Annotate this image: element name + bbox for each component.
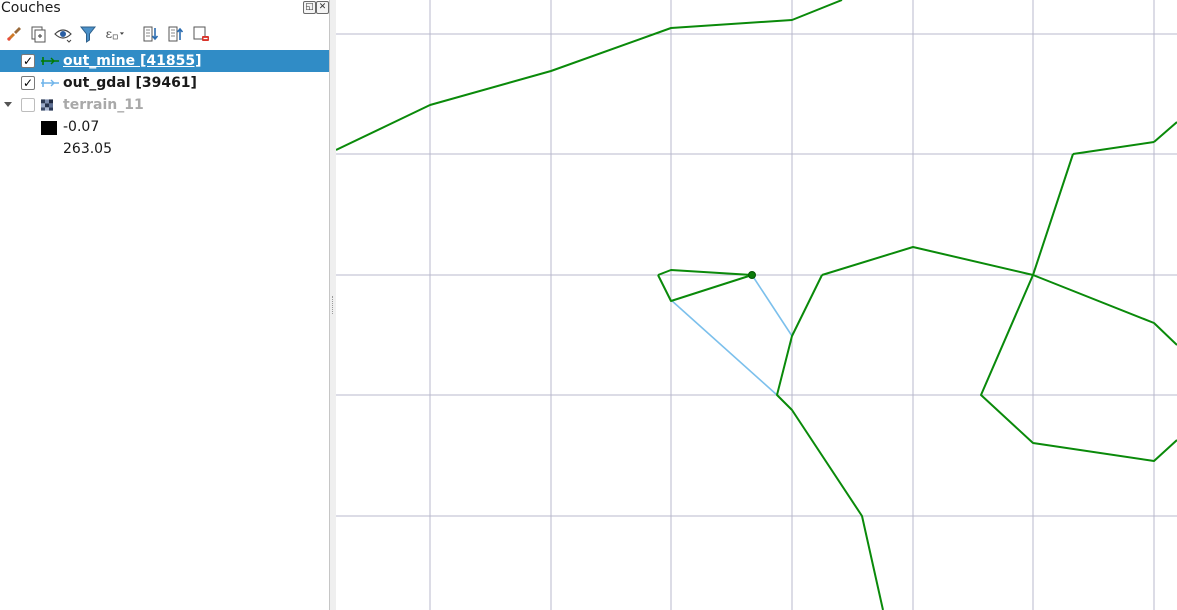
filter-legend-icon[interactable] <box>78 24 98 44</box>
map-canvas[interactable] <box>336 0 1177 610</box>
layer-row-out-mine[interactable]: ✓ out_mine [41855] <box>0 50 329 72</box>
mine-line <box>980 274 1177 462</box>
layer-row-out-gdal[interactable]: ✓ out_gdal [39461] <box>0 72 329 94</box>
mine-line <box>1072 141 1155 155</box>
legend-max-value: 263.05 <box>63 141 112 157</box>
gdal-line <box>670 299 778 396</box>
collapse-all-icon[interactable] <box>166 24 186 44</box>
layer-visibility-checkbox[interactable]: ✓ <box>21 54 35 68</box>
add-group-icon[interactable] <box>28 24 48 44</box>
layers-toolbar: ε <box>0 22 329 46</box>
selected-vertex[interactable] <box>748 271 756 279</box>
grid-lines <box>336 0 1177 610</box>
layers-panel: Couches ◱ ✕ ε <box>0 0 330 610</box>
layer-name: out_mine [41855] <box>63 53 202 69</box>
mine-line <box>1032 153 1074 276</box>
visibility-eye-icon[interactable] <box>53 24 73 44</box>
gdal-line <box>751 274 793 337</box>
layer-row-terrain[interactable]: terrain_11 <box>0 94 329 116</box>
panel-splitter[interactable] <box>330 0 336 610</box>
mine-line <box>1032 274 1177 346</box>
panel-title: Couches <box>1 0 61 16</box>
out-mine-features <box>336 0 1177 610</box>
remove-layer-icon[interactable] <box>191 24 211 44</box>
line-layer-icon <box>41 79 59 87</box>
legend-swatch <box>41 121 57 135</box>
raster-layer-icon <box>41 99 53 111</box>
svg-text:ε: ε <box>106 26 112 41</box>
legend-item-min: -0.07 <box>0 116 329 138</box>
expression-filter-icon[interactable]: ε <box>104 24 124 44</box>
splitter-grip[interactable] <box>332 296 335 314</box>
legend-min-value: -0.07 <box>63 119 100 135</box>
legend-item-max: 263.05 <box>0 138 329 160</box>
style-brush-icon[interactable] <box>4 24 24 44</box>
mine-line <box>336 0 843 151</box>
layer-visibility-checkbox[interactable]: ✓ <box>21 76 35 90</box>
mine-line <box>776 274 884 610</box>
layer-name: out_gdal [39461] <box>63 75 197 91</box>
mine-line <box>1153 121 1177 143</box>
float-window-icon[interactable]: ◱ <box>303 1 316 14</box>
close-icon[interactable]: ✕ <box>316 1 329 14</box>
layer-name: terrain_11 <box>63 97 144 113</box>
expand-all-icon[interactable] <box>141 24 161 44</box>
line-layer-icon <box>41 57 59 65</box>
mine-line <box>821 246 1034 276</box>
layer-visibility-checkbox[interactable] <box>21 98 35 112</box>
expand-arrow-icon[interactable] <box>4 102 12 107</box>
